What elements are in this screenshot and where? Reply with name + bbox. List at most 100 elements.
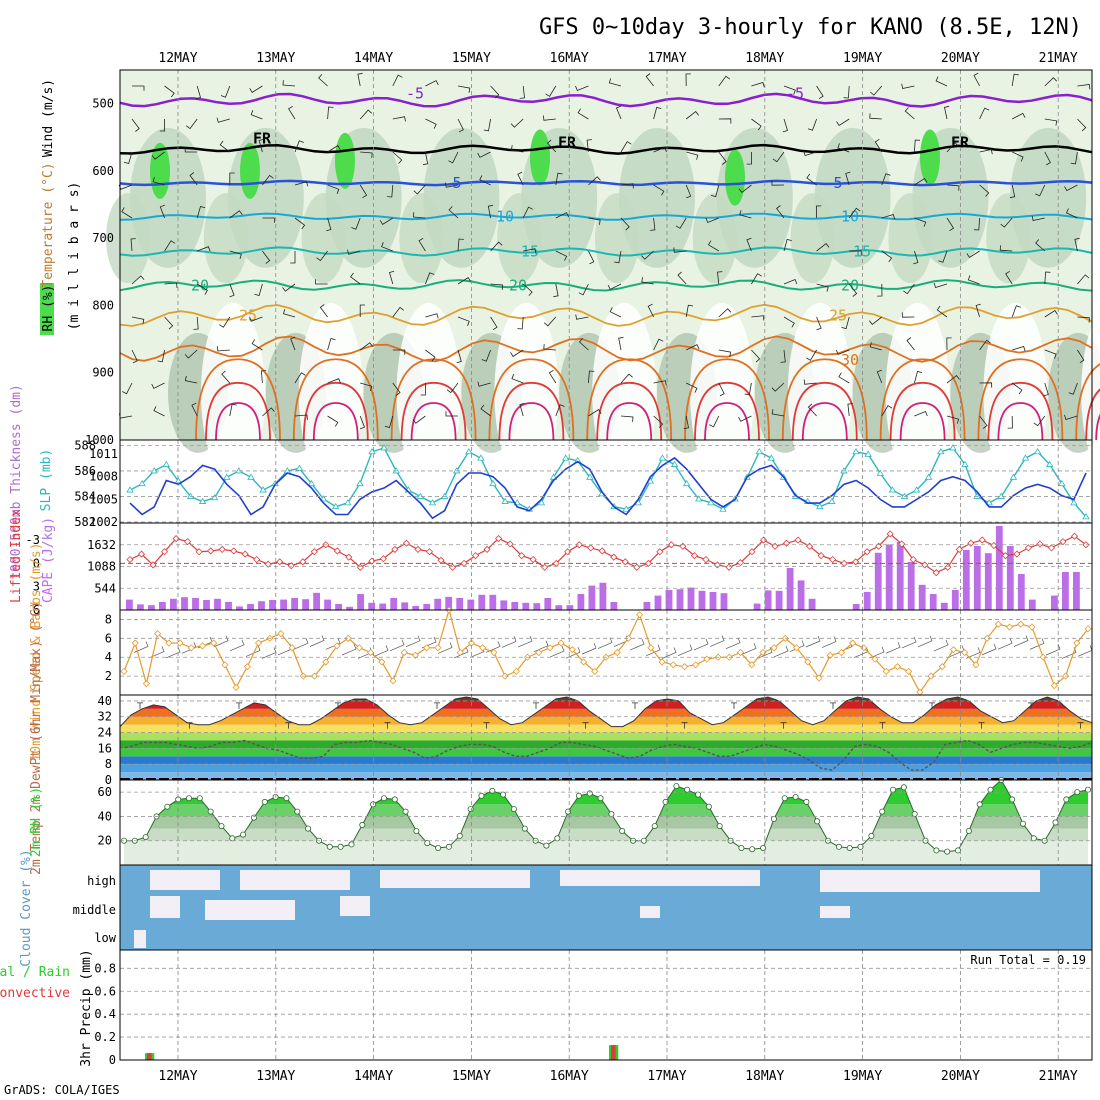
- wind-barb: [1077, 349, 1085, 364]
- rh2m-point: [337, 843, 344, 850]
- wind-barb: [806, 349, 817, 361]
- minmax-marker: [434, 702, 440, 709]
- wind-speed-point: [434, 644, 442, 652]
- wind-barb: [448, 206, 459, 219]
- rh2m-point: [1085, 786, 1092, 793]
- cape-bar: [566, 605, 574, 610]
- wind-barb: [881, 214, 896, 220]
- surface-wind-barb: [149, 646, 165, 658]
- wind-speed-point: [344, 634, 352, 642]
- contour-label-freeze_line: FR: [558, 134, 577, 152]
- wind-barb: [351, 217, 361, 230]
- lifted-index-point: [759, 536, 768, 544]
- rh2m-point: [803, 798, 810, 805]
- rh2m-point: [597, 795, 604, 802]
- wind-speed-point: [927, 672, 935, 680]
- lifted-index-point: [518, 552, 526, 560]
- minmax-marker: [285, 722, 292, 729]
- cape-bar: [599, 582, 607, 610]
- wind-barb: [946, 415, 960, 424]
- wind-barb: [620, 415, 634, 422]
- wind-barb: [685, 111, 700, 120]
- cape-bar: [874, 552, 882, 610]
- wind-barb: [121, 207, 133, 219]
- slp-tick-1008: 1008: [89, 470, 118, 484]
- wind-barb: [457, 118, 464, 133]
- surface-wind-barb: [629, 638, 645, 651]
- wind-speed-point: [972, 661, 980, 669]
- thickness-point: [489, 479, 497, 487]
- wind-barb: [838, 372, 850, 384]
- wind-barb: [738, 184, 752, 193]
- precip-ylabel-convective: Convective: [0, 986, 70, 1001]
- wind-speed-point: [154, 630, 162, 638]
- surface-wind-barb: [229, 639, 245, 652]
- lifted-index-point: [702, 555, 710, 564]
- wind-barb: [359, 109, 373, 120]
- wind-barb: [381, 242, 393, 252]
- wind-barb: [751, 273, 762, 285]
- wind-barb: [843, 85, 850, 99]
- lifted-index-point: [471, 552, 480, 560]
- rh2m-point: [261, 798, 268, 805]
- temp-color-band: [120, 764, 1092, 773]
- rh2m-point: [229, 835, 236, 842]
- wind-barb: [389, 270, 395, 285]
- wind-barb: [620, 373, 633, 384]
- cape-bar: [423, 604, 431, 610]
- surface-wind-barb: [565, 647, 581, 659]
- wind-barb: [519, 402, 525, 417]
- wind-speed-point: [893, 663, 902, 671]
- lifted-index-point: [287, 562, 295, 570]
- thickness-point: [864, 450, 872, 457]
- date-top-17MAY: 17MAY: [647, 51, 686, 66]
- isotherm-temp_10: [119, 212, 1093, 221]
- wind-barb: [420, 383, 426, 396]
- cloud-row-middle: middle: [73, 903, 116, 917]
- cape-bar: [412, 606, 420, 610]
- wind-speed-point: [165, 639, 173, 647]
- date-bottom-15MAY: 15MAY: [452, 1069, 491, 1084]
- wind-speed-point: [367, 648, 375, 657]
- wind-barb: [522, 206, 533, 219]
- wind-barb: [157, 349, 165, 363]
- wind-barb: [901, 83, 915, 89]
- rh-dry-region: [494, 302, 559, 483]
- rh-high-region: [530, 129, 550, 186]
- lifted-index-point: [863, 548, 871, 556]
- wind-barb: [588, 217, 601, 225]
- surface-wind-barb: [245, 645, 261, 657]
- minmax-marker: [1077, 722, 1084, 729]
- rh2m-point: [142, 834, 149, 841]
- wind-barb: [746, 237, 752, 252]
- lifted-index-point: [610, 553, 618, 561]
- thickness-point: [658, 454, 667, 461]
- rh-region: [106, 193, 150, 284]
- thickness-point: [961, 460, 969, 467]
- cape-bar: [434, 598, 442, 610]
- wind-barb: [294, 217, 306, 230]
- wind-barb: [490, 316, 498, 331]
- lifted-index-point: [633, 563, 641, 571]
- date-top-16MAY: 16MAY: [550, 51, 589, 66]
- upper-ytick-1000: 1000: [85, 433, 114, 447]
- wind-barb: [653, 184, 665, 196]
- wind-barb: [815, 205, 822, 219]
- lifted-index-point: [160, 548, 169, 556]
- wind-barb: [946, 184, 960, 191]
- wind-barb: [710, 184, 720, 198]
- wind-barb: [849, 250, 862, 256]
- wind-barb: [901, 312, 915, 318]
- wind-barb: [490, 283, 504, 290]
- rh-region: [203, 193, 248, 284]
- wind-barb: [555, 172, 563, 186]
- cape-bar: [478, 594, 486, 610]
- thickness-point: [828, 497, 836, 504]
- wind-barb: [1044, 271, 1051, 285]
- thickness-point: [574, 456, 582, 464]
- wind-barb: [412, 415, 426, 424]
- surface-wind-barb: [693, 638, 709, 651]
- wind-speed-point: [680, 663, 689, 671]
- wind-barb: [881, 250, 893, 263]
- wind-barb: [739, 210, 752, 219]
